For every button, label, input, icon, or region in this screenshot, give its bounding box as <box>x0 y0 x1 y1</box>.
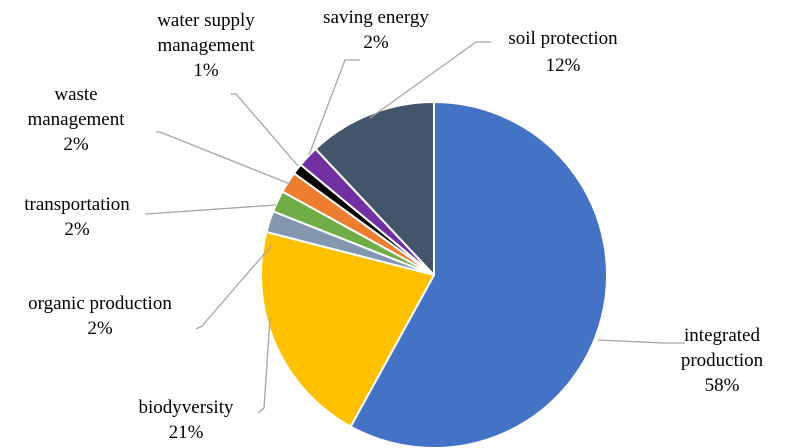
data-label-value: 1% <box>193 60 219 81</box>
data-label-value: 58% <box>705 375 740 396</box>
leader-line <box>230 93 299 167</box>
data-label-value: 21% <box>169 422 204 443</box>
pie-slice-soil-protection <box>314 101 435 276</box>
data-label-category: transportation <box>24 194 130 215</box>
data-label-category: production <box>681 350 764 371</box>
data-label-value: 12% <box>546 55 581 76</box>
data-label-category: management <box>27 109 125 130</box>
leader-line <box>597 339 685 344</box>
leader-line <box>156 131 291 185</box>
data-label-value: 2% <box>64 219 90 240</box>
data-label-category: water supply <box>157 10 255 31</box>
leader-line <box>369 41 491 119</box>
leader-lines <box>145 41 685 414</box>
pie-slice-biodyversity <box>260 230 435 428</box>
data-label-category: soil protection <box>508 28 618 49</box>
data-label-category: biodyversity <box>139 397 234 418</box>
data-label-value: 2% <box>63 134 89 155</box>
leader-line <box>308 59 360 156</box>
data-label-value: 2% <box>87 318 113 339</box>
data-label-category: waste <box>54 84 97 105</box>
data-label-category: integrated <box>684 325 760 346</box>
data-label-value: 2% <box>363 32 389 53</box>
data-labels: integrated production 58% biodyversity 21% or… <box>24 7 763 443</box>
leader-line <box>145 204 277 215</box>
pie-slices <box>260 101 609 448</box>
data-label-category: organic production <box>28 293 172 314</box>
data-label-category: management <box>157 35 255 56</box>
data-label-category: saving energy <box>323 7 429 28</box>
leader-line <box>257 317 271 414</box>
leader-line <box>195 244 273 330</box>
